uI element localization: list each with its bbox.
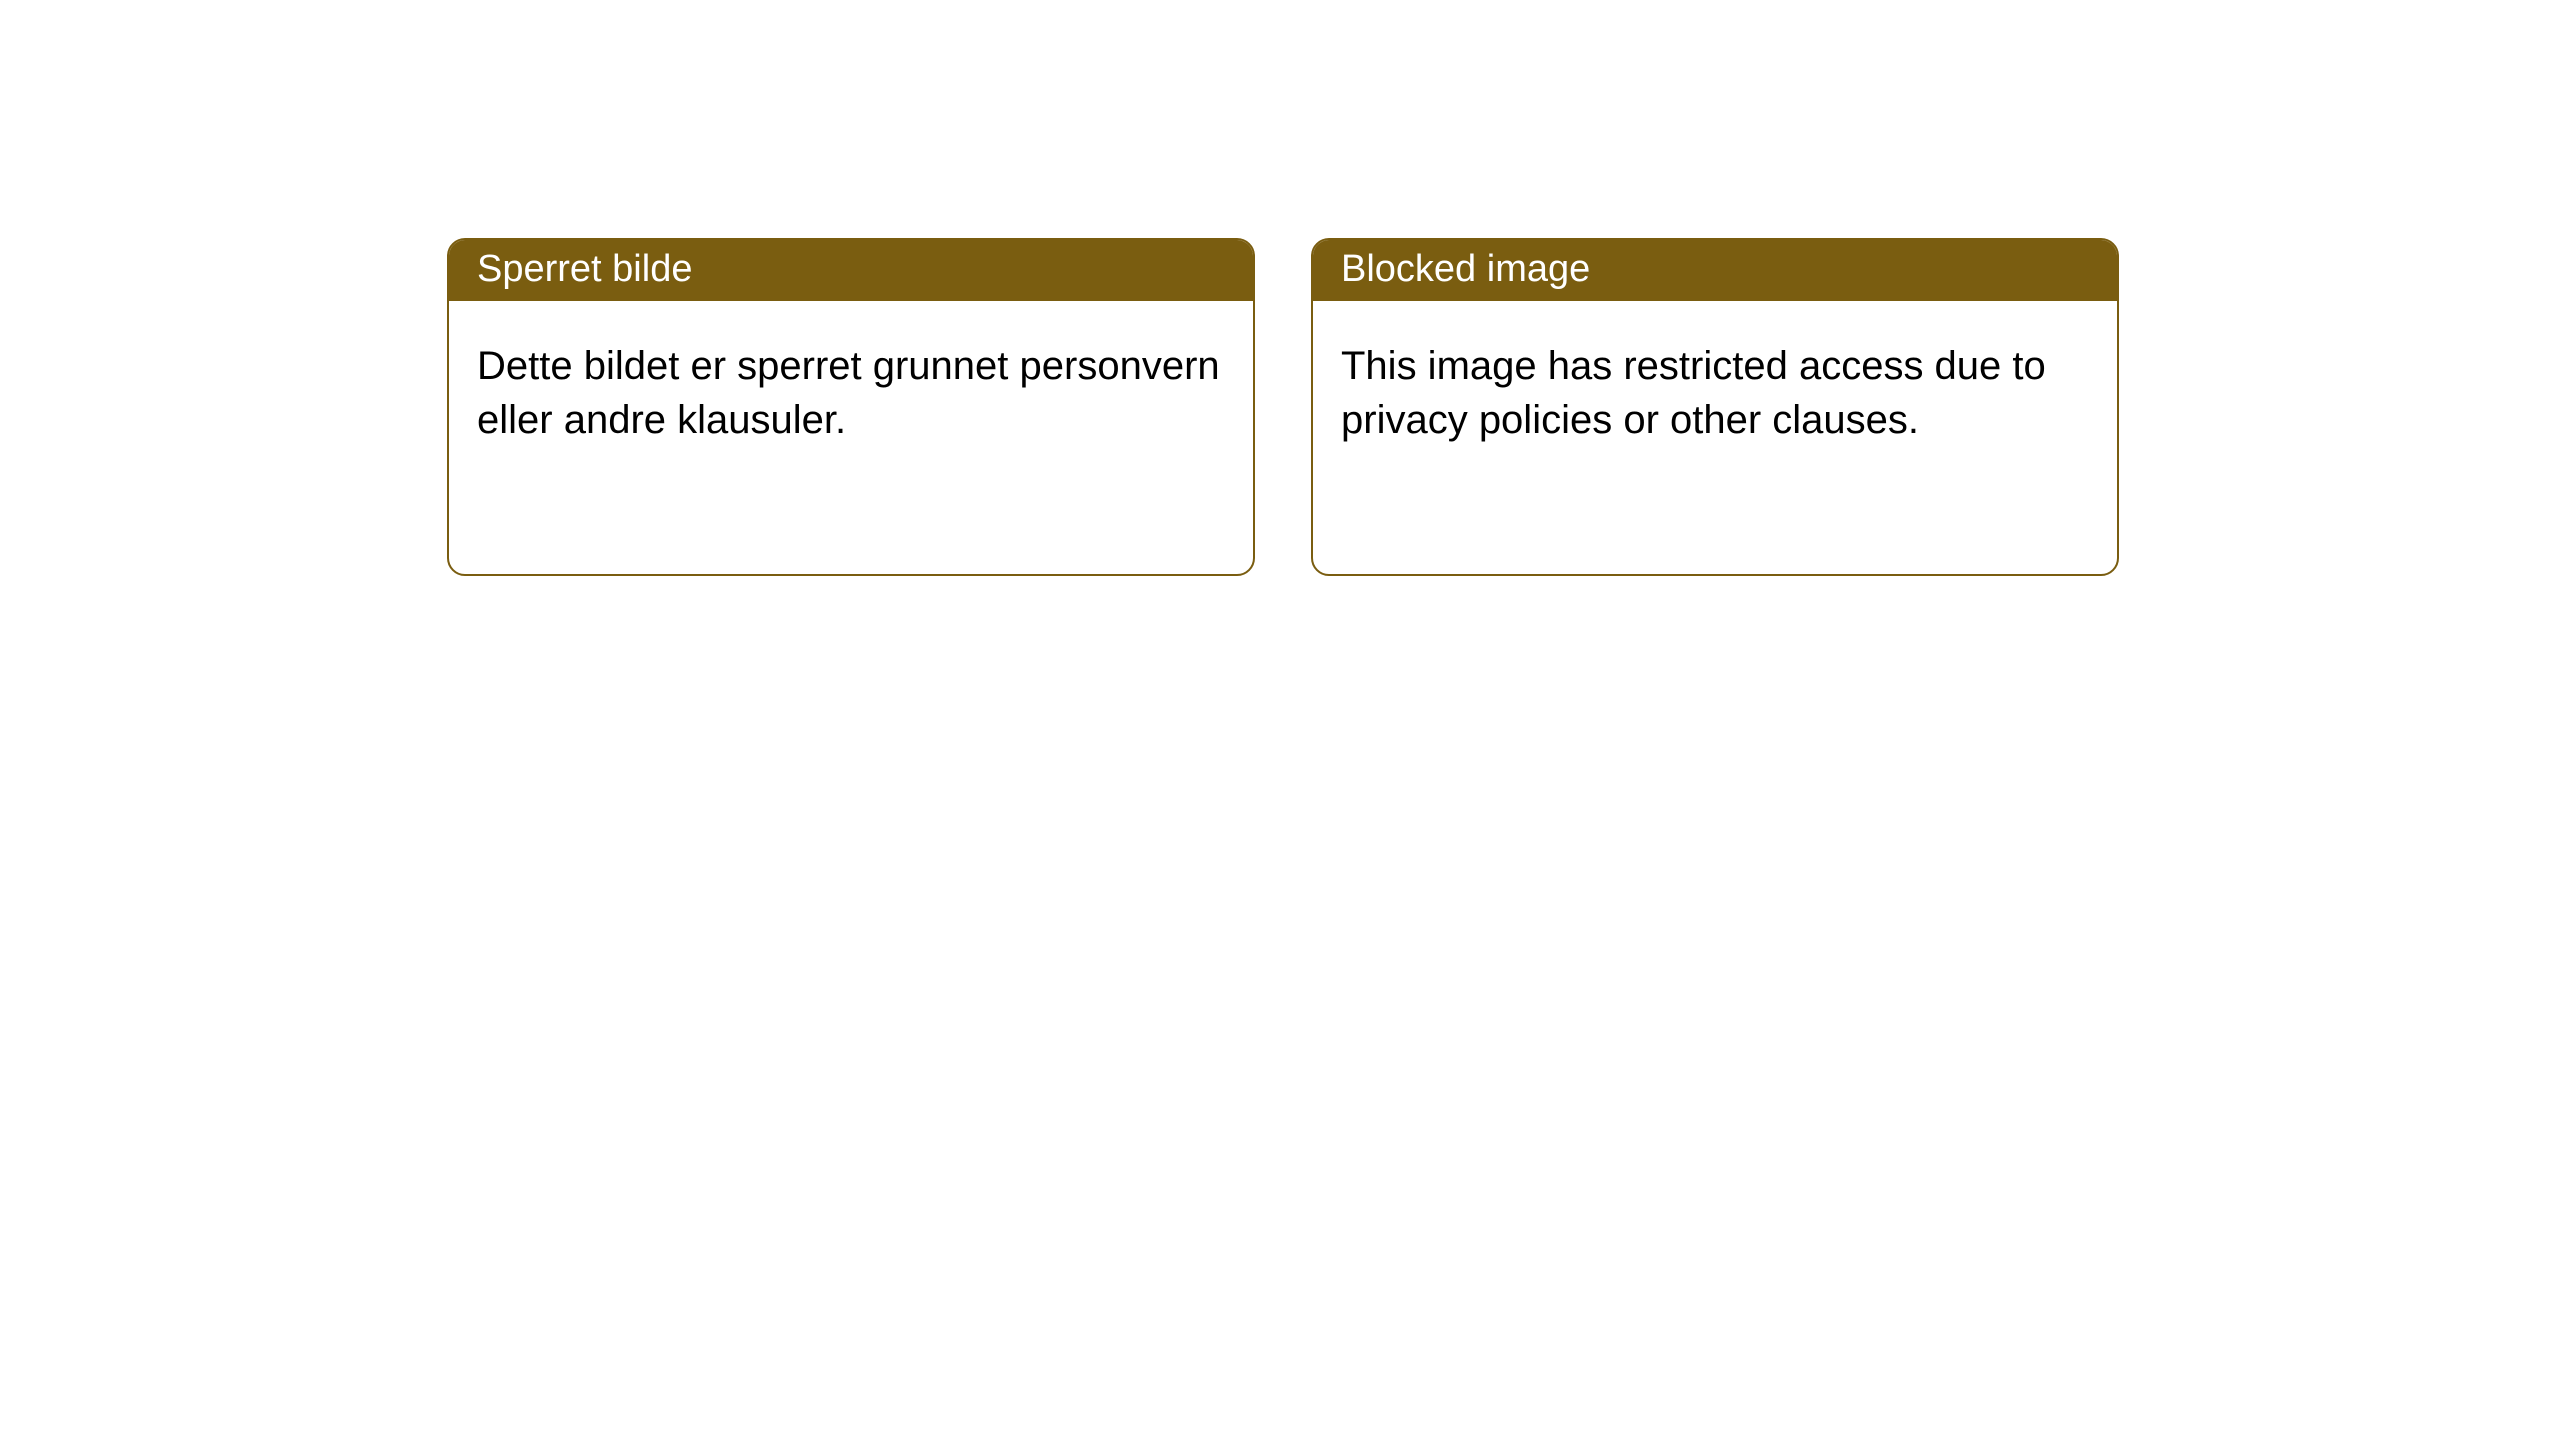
card-header: Blocked image (1313, 240, 2117, 301)
cards-container: Sperret bilde Dette bildet er sperret gr… (0, 0, 2560, 576)
blocked-image-card-no: Sperret bilde Dette bildet er sperret gr… (447, 238, 1255, 576)
blocked-image-card-en: Blocked image This image has restricted … (1311, 238, 2119, 576)
card-body: This image has restricted access due to … (1313, 301, 2117, 475)
card-body: Dette bildet er sperret grunnet personve… (449, 301, 1253, 475)
card-header: Sperret bilde (449, 240, 1253, 301)
